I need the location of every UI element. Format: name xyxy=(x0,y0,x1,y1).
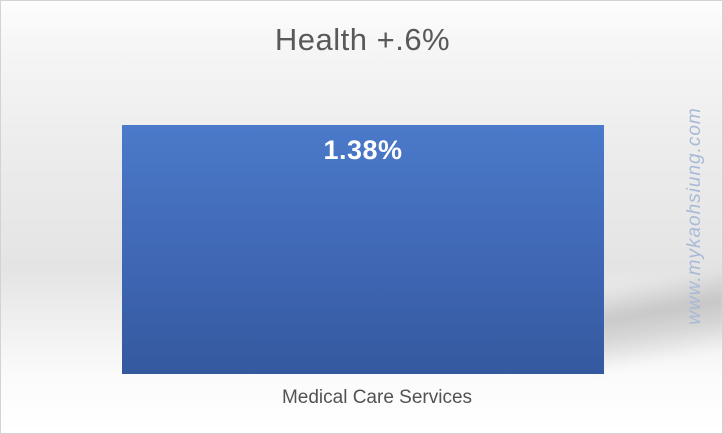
chart-title: Health +.6% xyxy=(274,22,451,57)
watermark-text: www.mykaohsiung.com xyxy=(684,107,705,325)
category-axis-label: Medical Care Services xyxy=(281,387,473,408)
bar-data-label: 1.38% xyxy=(323,135,403,165)
bar-medical-care-services: 1.38% xyxy=(122,125,604,374)
